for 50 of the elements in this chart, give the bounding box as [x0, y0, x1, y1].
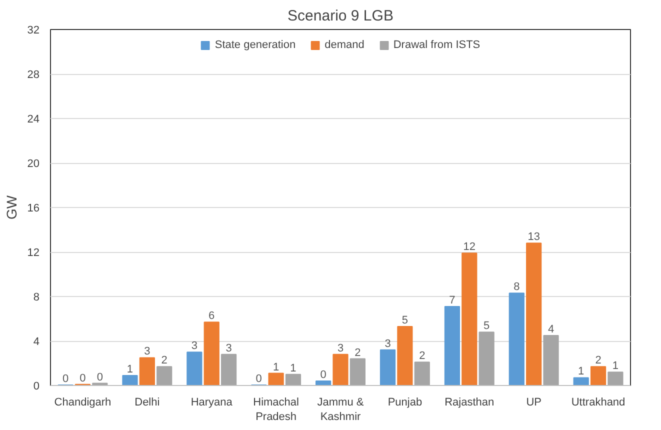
data-label: 4	[548, 323, 554, 336]
x-tick-label: Himachal Pradesh	[253, 396, 299, 423]
x-tick-label: Uttrakhand	[571, 396, 626, 408]
data-label: 1	[126, 363, 134, 376]
y-tick-label: 8	[33, 292, 40, 304]
y-tick-label: 28	[27, 69, 40, 81]
y-axis-title: GW	[3, 194, 20, 220]
y-tick-label: 32	[27, 24, 40, 36]
y-tick-label: 12	[27, 247, 40, 259]
y-tick-label: 4	[33, 336, 40, 348]
data-label: 5	[484, 320, 490, 332]
data-label: 0	[320, 369, 326, 382]
data-label: 8	[514, 281, 520, 294]
data-label: 5	[402, 314, 408, 327]
data-label: 13	[528, 231, 540, 244]
data-label: 1	[272, 361, 280, 374]
data-label: 3	[191, 340, 198, 352]
data-label: 2	[354, 346, 361, 359]
data-label: 2	[161, 354, 168, 367]
data-label: 1	[578, 366, 584, 378]
data-label: 12	[463, 241, 476, 254]
chart-title: Scenario 9 LGB	[288, 8, 394, 24]
legend-label: Drawal from ISTS	[393, 39, 480, 51]
data-label: 0	[256, 372, 262, 385]
y-tick-label: 0	[33, 380, 40, 392]
data-label: 6	[208, 310, 215, 322]
x-tick-label: Rajasthan	[444, 396, 494, 408]
legend-label: demand	[324, 39, 364, 51]
x-tick-label: Chandigarh	[54, 396, 112, 408]
x-tick-label: Delhi	[134, 396, 160, 408]
x-tick-label: UP	[526, 396, 542, 408]
data-label: 0	[62, 372, 69, 385]
data-label: 3	[226, 342, 232, 354]
data-label: 7	[449, 294, 456, 307]
x-tick-label: Haryana	[190, 396, 234, 408]
x-tick-label: Punjab	[388, 396, 422, 408]
y-tick-label: 24	[27, 114, 40, 126]
x-tick-label: Jammu & Kashmir	[317, 396, 364, 423]
legend-label: State generation	[214, 39, 296, 51]
y-tick-label: 16	[27, 202, 40, 214]
data-label: 3	[144, 346, 150, 358]
data-label: 1	[612, 360, 619, 372]
data-label: 2	[595, 354, 602, 367]
data-label: 0	[80, 372, 86, 384]
data-label: 1	[290, 362, 296, 374]
y-tick-label: 20	[27, 158, 40, 170]
data-label: 3	[337, 342, 344, 354]
data-label: 2	[419, 350, 426, 362]
data-label: 3	[384, 338, 391, 350]
data-label: 0	[96, 371, 103, 384]
